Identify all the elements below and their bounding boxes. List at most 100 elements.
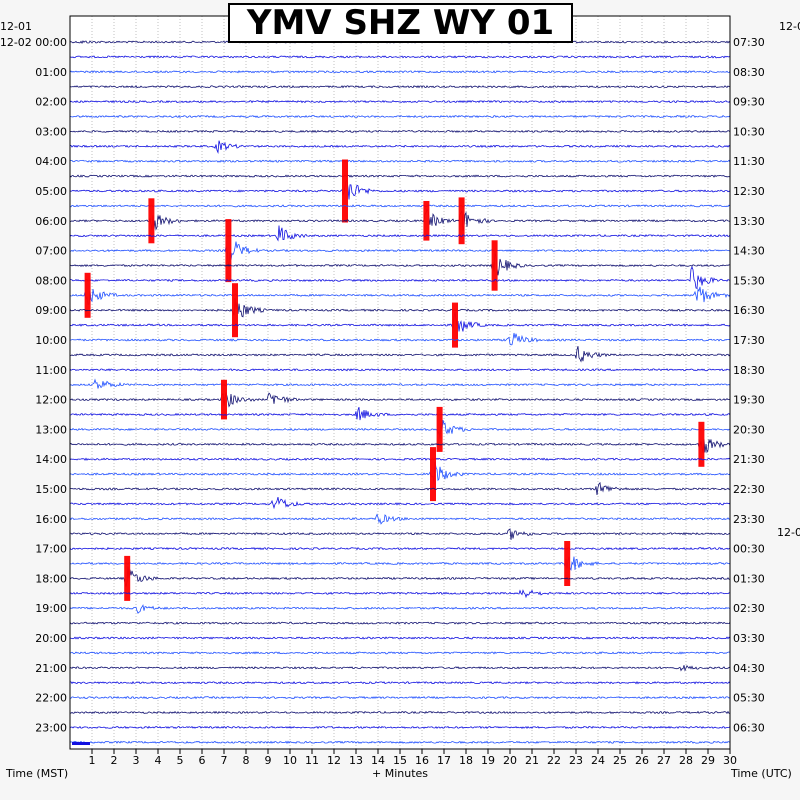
trace-line — [69, 286, 731, 305]
x-tick-label: 9 — [265, 754, 272, 767]
left-time-label: 02:00 — [35, 96, 67, 109]
clipped-event — [225, 219, 232, 283]
trace-line — [69, 439, 731, 454]
trace-line — [69, 368, 731, 372]
right-time-label: 01:30 — [733, 572, 765, 585]
left-time-label: 05:00 — [35, 185, 67, 198]
trace-line — [70, 392, 731, 408]
trace-line — [69, 378, 731, 389]
trace-line — [69, 725, 731, 730]
right-time-label: 19:30 — [733, 394, 765, 407]
left-time-label: 01:00 — [35, 66, 67, 79]
right-time-label: 00:30 — [733, 543, 765, 556]
clipped-event — [491, 240, 498, 291]
left-time-label: 18:00 — [35, 572, 67, 585]
right-time-label: 09:30 — [733, 96, 765, 109]
clipped-event — [221, 379, 227, 420]
x-tick-label: 24 — [591, 754, 605, 767]
x-tick-label: 10 — [283, 754, 297, 767]
x-tick-label: 26 — [635, 754, 649, 767]
trace-line — [70, 680, 731, 685]
trace-line — [69, 513, 731, 525]
trace-line — [69, 311, 731, 332]
x-tick-label: 29 — [701, 754, 715, 767]
x-axis-label-right: Time (UTC) — [731, 767, 792, 780]
trace-line — [69, 241, 731, 266]
clipped-event — [84, 272, 91, 318]
trace-line — [69, 556, 731, 571]
x-tick-label: 5 — [177, 754, 184, 767]
x-tick-label: 20 — [503, 754, 517, 767]
x-tick-label: 8 — [243, 754, 250, 767]
trace-line — [69, 70, 731, 74]
x-tick-label: 2 — [111, 754, 118, 767]
clipped-event — [232, 283, 238, 338]
trace-line — [69, 665, 731, 672]
right-time-label: 02:30 — [733, 602, 765, 615]
trace-line — [69, 209, 731, 232]
clipped-event — [458, 197, 465, 245]
x-tick-label: 25 — [613, 754, 627, 767]
trace-line — [70, 265, 730, 289]
right-time-label: 07:30 — [733, 36, 765, 49]
x-tick-label: 22 — [547, 754, 561, 767]
clipped-event — [423, 201, 430, 241]
trace-line — [70, 85, 731, 89]
trace-line — [69, 740, 731, 745]
trace-line — [69, 251, 731, 276]
left-time-label: 12-02 00:00 — [0, 36, 67, 49]
x-tick-label: 19 — [481, 754, 495, 767]
left-time-label: 16:00 — [35, 513, 67, 526]
left-time-label: 07:00 — [35, 245, 67, 258]
trace-line — [69, 159, 731, 163]
left-time-label: 12:00 — [35, 394, 67, 407]
trace-line — [69, 457, 731, 461]
chart-title: YMV SHZ WY 01 — [228, 3, 573, 43]
x-tick-label: 12 — [327, 754, 341, 767]
x-tick-label: 28 — [679, 754, 693, 767]
trace-line — [69, 546, 731, 551]
trace-line — [69, 636, 731, 640]
x-tick-label: 17 — [437, 754, 451, 767]
right-date-top: 12-01 — [779, 20, 800, 33]
trace-line — [69, 140, 731, 154]
left-time-label: 04:00 — [35, 155, 67, 168]
x-tick-label: 4 — [155, 754, 162, 767]
left-time-label: 22:00 — [35, 692, 67, 705]
clipped-event — [436, 406, 443, 452]
right-time-label: 16:30 — [733, 304, 765, 317]
right-time-label: 18:30 — [733, 364, 765, 377]
scale-bar — [72, 742, 90, 745]
trace-line — [69, 651, 731, 655]
left-time-label: 19:00 — [35, 602, 67, 615]
left-time-label: 10:00 — [35, 334, 67, 347]
left-time-label: 15:00 — [35, 483, 67, 496]
left-time-label: 09:00 — [35, 304, 67, 317]
x-tick-label: 6 — [199, 754, 206, 767]
trace-line — [69, 345, 731, 363]
trace-line — [69, 332, 731, 346]
trace-line — [69, 604, 731, 614]
x-tick-label: 30 — [723, 754, 737, 767]
trace-line — [69, 420, 731, 439]
trace-line — [69, 406, 731, 421]
trace-line — [69, 100, 731, 104]
trace-line — [69, 114, 731, 119]
x-tick-label: 23 — [569, 754, 583, 767]
right-time-label: 23:30 — [733, 513, 765, 526]
trace-line — [69, 621, 731, 625]
left-time-label: 14:00 — [35, 453, 67, 466]
trace-line — [69, 174, 731, 178]
clipped-event — [124, 555, 131, 601]
right-time-label: 20:30 — [733, 423, 765, 436]
clipped-event — [148, 198, 155, 244]
clipped-event — [564, 541, 571, 586]
trace-line — [69, 710, 731, 715]
left-time-label: 11:00 — [35, 364, 67, 377]
left-time-label: 20:00 — [35, 632, 67, 645]
right-time-label: 08:30 — [733, 66, 765, 79]
clipped-event — [698, 421, 705, 467]
trace-line — [69, 179, 731, 200]
right-time-label: 15:30 — [733, 274, 765, 287]
